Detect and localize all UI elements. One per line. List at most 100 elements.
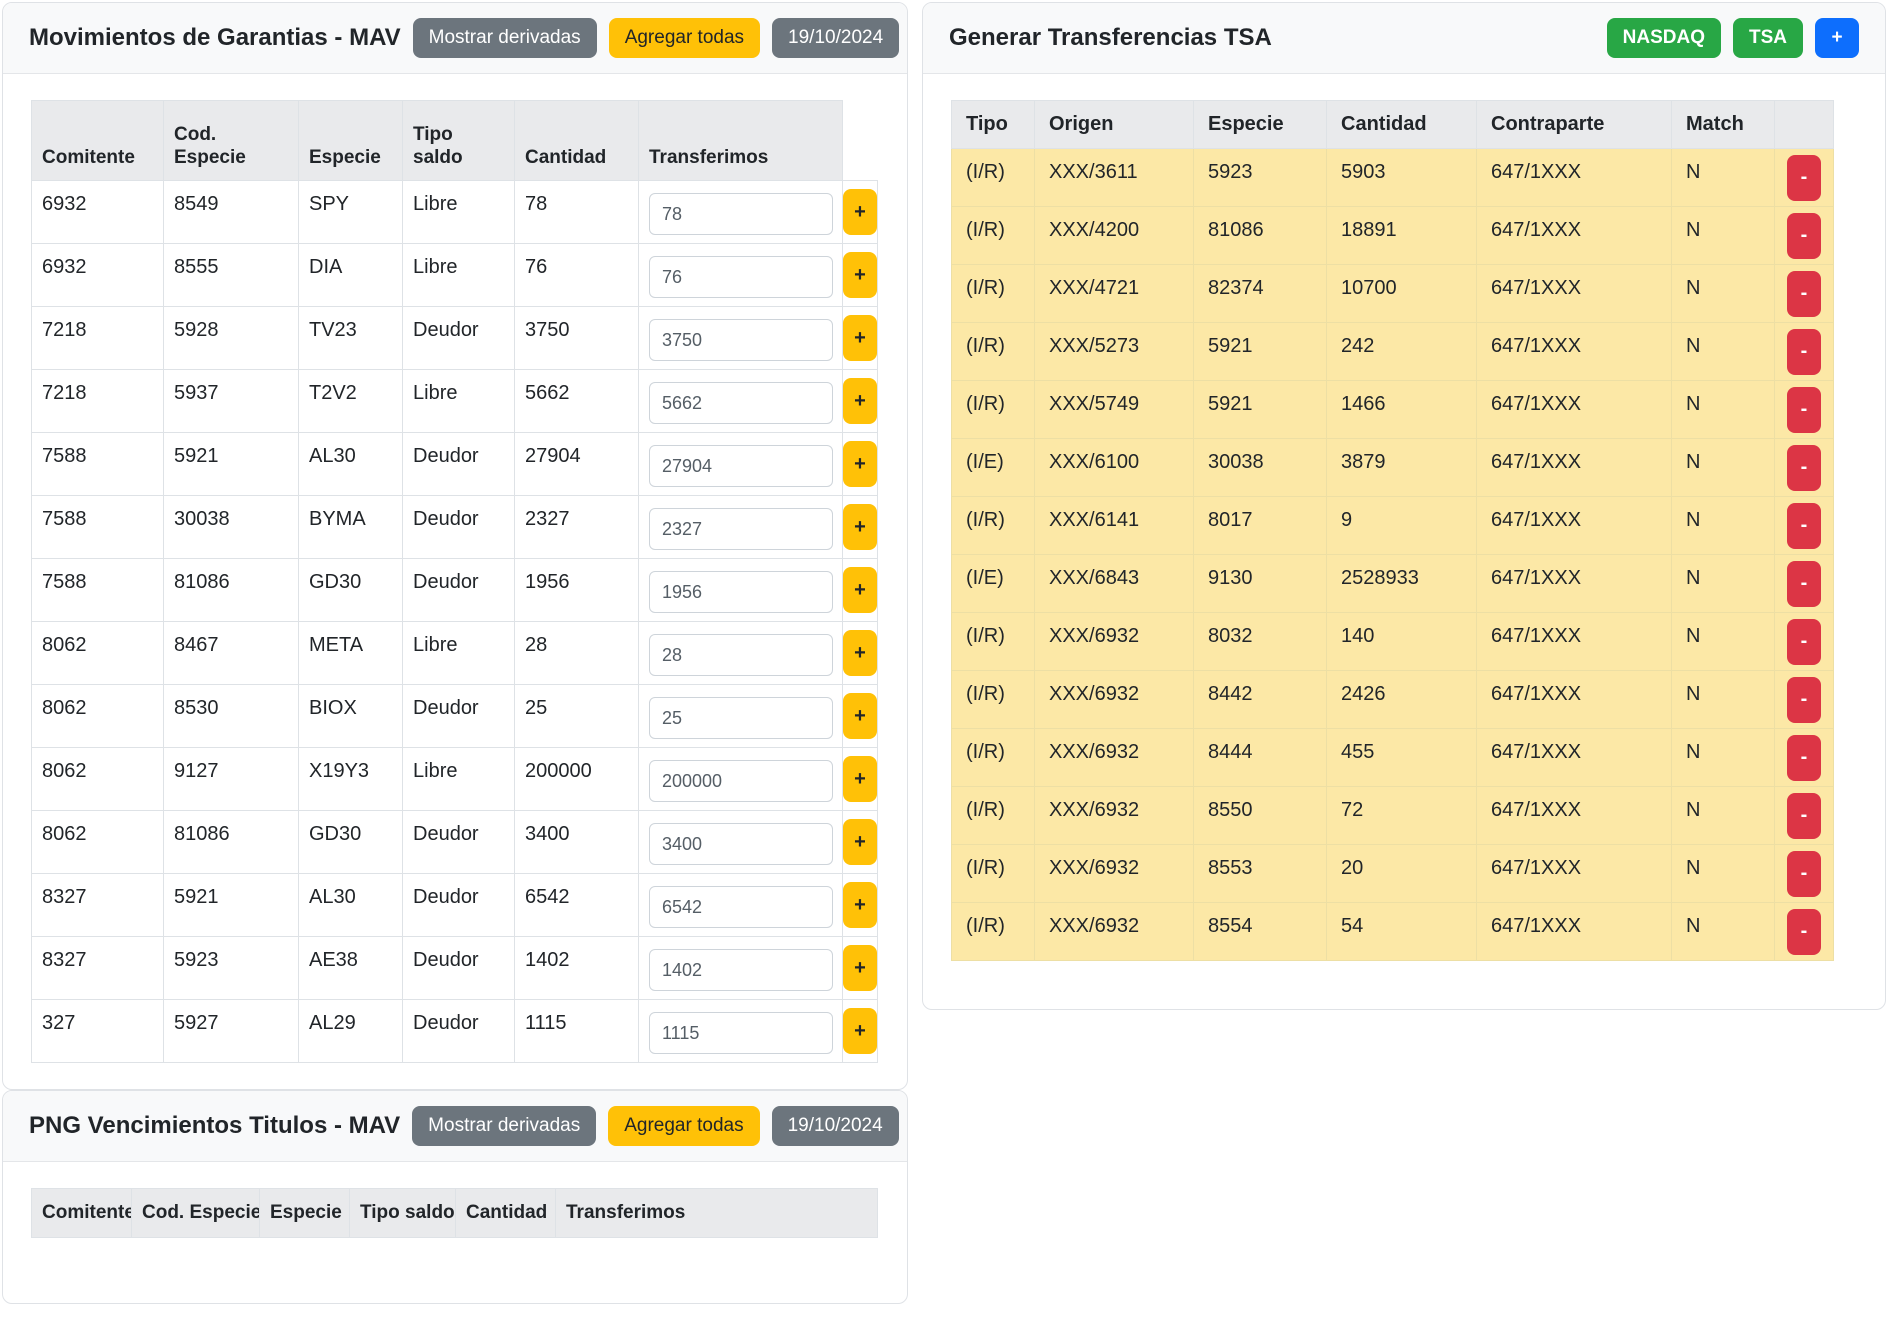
transferimos-input[interactable] — [649, 697, 833, 739]
column-header: Especie — [1193, 100, 1327, 149]
cantidad-cell: 140 — [1326, 612, 1477, 671]
contraparte-cell: 647/1XXX — [1476, 554, 1672, 613]
column-header: Contraparte — [1476, 100, 1672, 149]
table-row: (I/R) XXX/6932 8032 140 647/1XXX N - — [951, 612, 1834, 671]
origen-cell: XXX/5749 — [1034, 380, 1194, 439]
especie-cell: TV23 — [298, 306, 403, 370]
comitente-cell: 8327 — [31, 936, 164, 1000]
mostrar-derivadas-button[interactable]: Mostrar derivadas — [412, 18, 597, 58]
column-header: Comitente — [31, 1188, 132, 1238]
add-row-button[interactable]: + — [843, 756, 877, 802]
transferimos-input[interactable] — [649, 1012, 833, 1054]
transferimos-input[interactable] — [649, 949, 833, 991]
add-row-button[interactable]: + — [843, 630, 877, 676]
transferimos-input[interactable] — [649, 571, 833, 613]
add-row-button[interactable]: + — [843, 882, 877, 928]
transferimos-input[interactable] — [649, 508, 833, 550]
date-badge[interactable]: 19/10/2024 — [772, 18, 900, 58]
especie-cell: DIA — [298, 243, 403, 307]
especie-cell: 9130 — [1193, 554, 1327, 613]
add-transfer-button[interactable]: + — [1815, 18, 1859, 58]
remove-row-button[interactable]: - — [1787, 386, 1821, 433]
table-row: (I/R) XXX/6932 8442 2426 647/1XXX N - — [951, 670, 1834, 729]
especie-cell: 82374 — [1193, 264, 1327, 323]
add-row-button[interactable]: + — [843, 378, 877, 424]
date-badge[interactable]: 19/10/2024 — [771, 1106, 899, 1146]
garantias-table: Comitente Cod. Especie Especie Tipo saldo Ca… — [31, 100, 878, 1063]
origen-cell: XXX/3611 — [1034, 148, 1194, 207]
tipo-saldo-cell: Libre — [402, 747, 515, 811]
vencimientos-table: Comitente Cod. Especie Especie Tipo saldo Ca… — [31, 1188, 878, 1238]
table-row: 6932 8549 SPY Libre 78 + — [31, 180, 878, 244]
cod-especie-cell: 5921 — [163, 432, 299, 496]
tipo-saldo-cell: Deudor — [402, 684, 515, 748]
remove-row-button[interactable]: - — [1787, 328, 1821, 375]
add-row-button[interactable]: + — [843, 693, 877, 739]
transferencias-title: Generar Transferencias TSA — [949, 24, 1272, 51]
transferimos-input[interactable] — [649, 256, 833, 298]
agregar-todas-button[interactable]: Agregar todas — [608, 1106, 760, 1146]
add-row-button[interactable]: + — [843, 504, 877, 550]
table-row: 8062 9127 X19Y3 Libre 200000 + — [31, 747, 878, 811]
transferimos-input[interactable] — [649, 382, 833, 424]
remove-row-button[interactable]: - — [1787, 676, 1821, 723]
remove-row-button[interactable]: - — [1787, 792, 1821, 839]
add-row-button[interactable]: + — [843, 189, 877, 235]
tipo-saldo-cell: Libre — [402, 369, 515, 433]
remove-row-button[interactable]: - — [1787, 270, 1821, 317]
transferimos-input[interactable] — [649, 886, 833, 928]
table-row: (I/R) XXX/4721 82374 10700 647/1XXX N - — [951, 264, 1834, 323]
especie-cell: 5923 — [1193, 148, 1327, 207]
add-row-button[interactable]: + — [843, 567, 877, 613]
cod-especie-cell: 8555 — [163, 243, 299, 307]
add-row-button[interactable]: + — [843, 945, 877, 991]
especie-cell: SPY — [298, 180, 403, 244]
remove-row-button[interactable]: - — [1787, 154, 1821, 201]
comitente-cell: 8062 — [31, 621, 164, 685]
tipo-saldo-cell: Deudor — [402, 936, 515, 1000]
remove-row-button[interactable]: - — [1787, 560, 1821, 607]
transferimos-input[interactable] — [649, 760, 833, 802]
add-row-button[interactable]: + — [843, 441, 877, 487]
nasdaq-button[interactable]: NASDAQ — [1606, 18, 1721, 58]
remove-row-button[interactable]: - — [1787, 850, 1821, 897]
column-header: Cantidad — [1326, 100, 1477, 149]
column-header: Origen — [1034, 100, 1194, 149]
comitente-cell: 8062 — [31, 810, 164, 874]
cod-especie-cell: 81086 — [163, 558, 299, 622]
match-cell: N — [1671, 264, 1775, 323]
mostrar-derivadas-button[interactable]: Mostrar derivadas — [412, 1106, 597, 1146]
remove-row-button[interactable]: - — [1787, 212, 1821, 259]
remove-row-button[interactable]: - — [1787, 502, 1821, 549]
tsa-button[interactable]: TSA — [1733, 18, 1803, 58]
add-row-button[interactable]: + — [843, 315, 877, 361]
origen-cell: XXX/4200 — [1034, 206, 1194, 265]
especie-cell: 8554 — [1193, 902, 1327, 961]
cantidad-cell: 25 — [514, 684, 639, 748]
add-row-button[interactable]: + — [843, 1008, 877, 1054]
table-row: (I/R) XXX/6932 8554 54 647/1XXX N - — [951, 902, 1834, 961]
add-row-button[interactable]: + — [843, 252, 877, 298]
transferimos-input[interactable] — [649, 445, 833, 487]
transferimos-input[interactable] — [649, 823, 833, 865]
remove-row-button[interactable]: - — [1787, 618, 1821, 665]
column-header: Especie — [298, 100, 403, 181]
origen-cell: XXX/6843 — [1034, 554, 1194, 613]
table-row: 8062 81086 GD30 Deudor 3400 + — [31, 810, 878, 874]
transferimos-input[interactable] — [649, 319, 833, 361]
add-row-button[interactable]: + — [843, 819, 877, 865]
especie-cell: BYMA — [298, 495, 403, 559]
especie-cell: GD30 — [298, 558, 403, 622]
remove-row-button[interactable]: - — [1787, 908, 1821, 955]
contraparte-cell: 647/1XXX — [1476, 728, 1672, 787]
table-row: 7588 81086 GD30 Deudor 1956 + — [31, 558, 878, 622]
transferimos-input[interactable] — [649, 193, 833, 235]
remove-row-button[interactable]: - — [1787, 734, 1821, 781]
agregar-todas-button[interactable]: Agregar todas — [608, 18, 761, 58]
contraparte-cell: 647/1XXX — [1476, 264, 1672, 323]
column-header: Cod. Especie — [163, 100, 299, 181]
garantias-table-header: Comitente Cod. Especie Especie Tipo saldo Ca… — [31, 100, 878, 181]
remove-row-button[interactable]: - — [1787, 444, 1821, 491]
tipo-saldo-cell: Deudor — [402, 495, 515, 559]
transferimos-input[interactable] — [649, 634, 833, 676]
